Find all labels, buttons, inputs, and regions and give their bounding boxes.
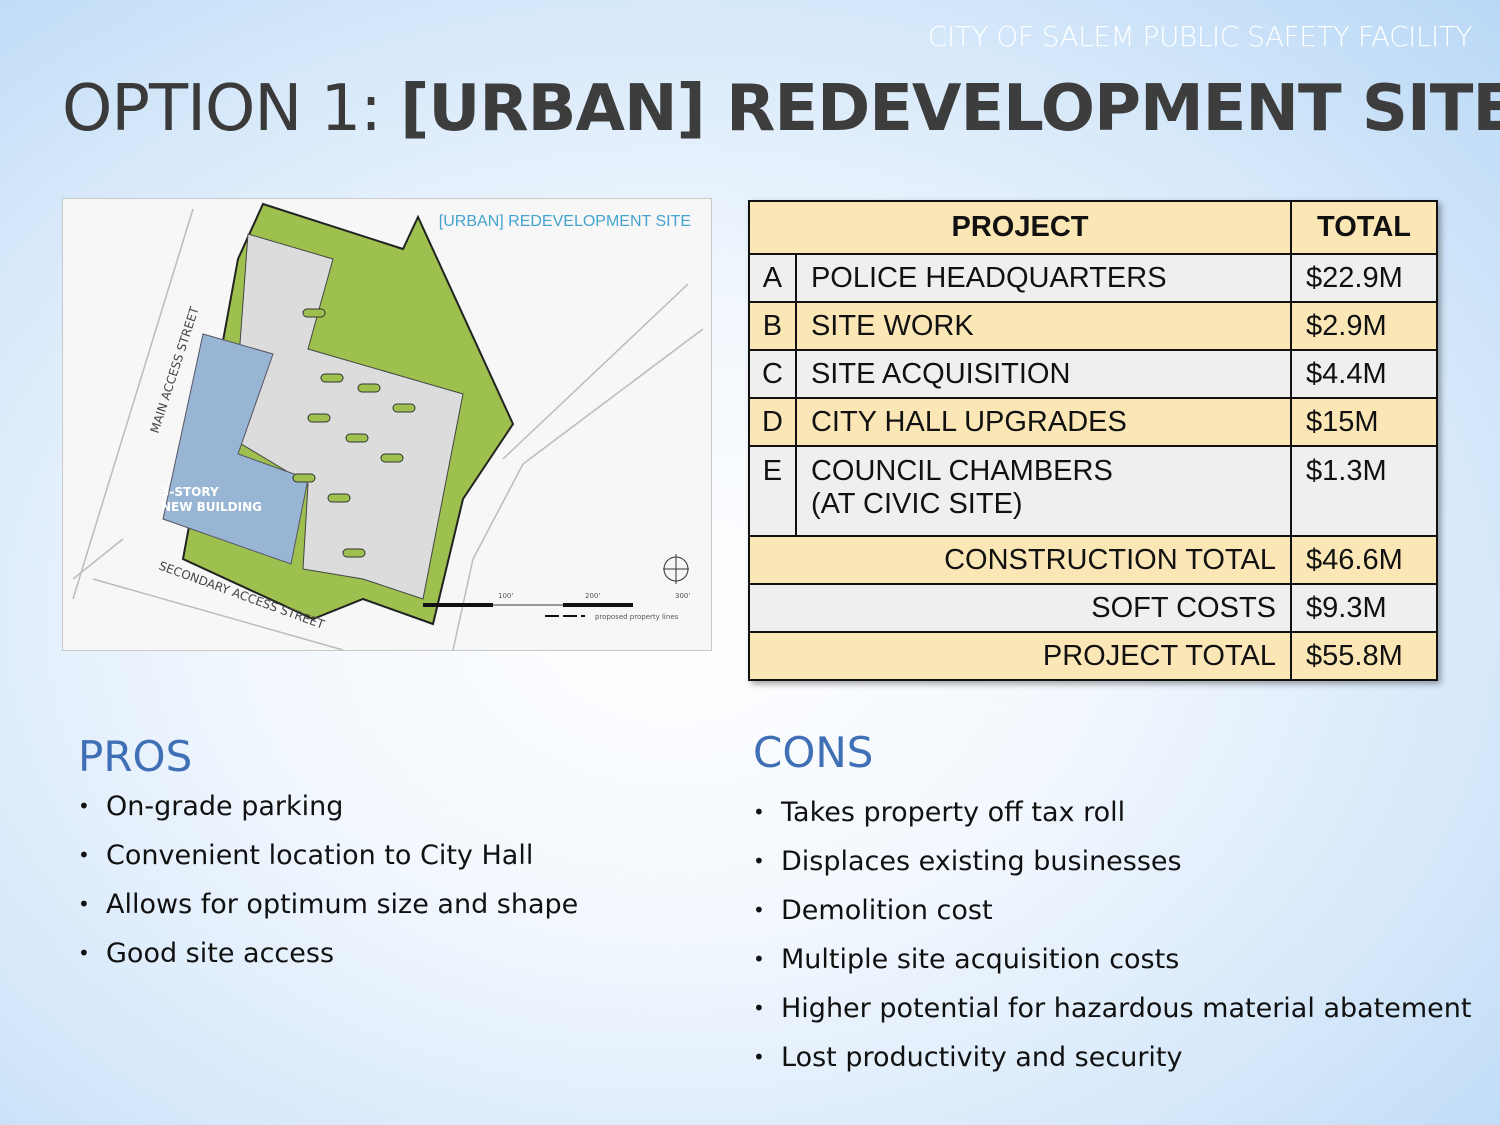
north-arrow-icon bbox=[663, 554, 689, 584]
cons-section: CONS Takes property off tax roll Displac… bbox=[753, 728, 1471, 1091]
scale-300: 300' bbox=[675, 592, 690, 600]
title-prefix: OPTION 1: bbox=[62, 72, 401, 146]
summary-row: SOFT COSTS $9.3M bbox=[748, 583, 1438, 633]
map-legend: proposed property lines bbox=[595, 613, 679, 621]
pros-heading: PROS bbox=[78, 732, 193, 781]
summary-total: $46.6M bbox=[1290, 535, 1438, 585]
pros-section: PROS On-grade parking Convenient locatio… bbox=[78, 732, 578, 987]
row-project: POLICE HEADQUARTERS bbox=[794, 253, 1293, 303]
title-main: [URBAN] REDEVELOPMENT SITE bbox=[400, 72, 1500, 146]
row-project: SITE WORK bbox=[794, 301, 1293, 351]
list-item: Displaces existing businesses bbox=[753, 846, 1471, 895]
table-row: A POLICE HEADQUARTERS $22.9M bbox=[748, 253, 1438, 303]
page-title: OPTION 1: [URBAN] REDEVELOPMENT SITE bbox=[62, 72, 1500, 146]
building-label-2: NEW BUILDING bbox=[161, 500, 262, 514]
table-row: C SITE ACQUISITION $4.4M bbox=[748, 349, 1438, 399]
row-letter: C bbox=[748, 349, 797, 399]
list-item: Higher potential for hazardous material … bbox=[753, 993, 1471, 1042]
table-row: B SITE WORK $2.9M bbox=[748, 301, 1438, 351]
row-total: $1.3M bbox=[1290, 445, 1438, 537]
parking-lot bbox=[232, 233, 464, 600]
cons-list: Takes property off tax roll Displaces ex… bbox=[753, 797, 1471, 1091]
list-item: Good site access bbox=[78, 938, 578, 987]
list-item: Takes property off tax roll bbox=[753, 797, 1471, 846]
summary-label: CONSTRUCTION TOTAL bbox=[748, 535, 1292, 585]
summary-total: $55.8M bbox=[1290, 631, 1438, 681]
row-total: $22.9M bbox=[1290, 253, 1438, 303]
scale-100: 100' bbox=[498, 592, 513, 600]
row-letter: B bbox=[748, 301, 797, 351]
building-label-1: 3-STORY bbox=[161, 485, 219, 499]
row-project: COUNCIL CHAMBERS (AT CIVIC SITE) bbox=[794, 445, 1293, 537]
list-item: Convenient location to City Hall bbox=[78, 840, 578, 889]
row-project: CITY HALL UPGRADES bbox=[794, 397, 1293, 447]
header-total: TOTAL bbox=[1290, 200, 1438, 255]
summary-row: CONSTRUCTION TOTAL $46.6M bbox=[748, 535, 1438, 585]
table-row: D CITY HALL UPGRADES $15M bbox=[748, 397, 1438, 447]
pros-list: On-grade parking Convenient location to … bbox=[78, 791, 578, 987]
list-item: Allows for optimum size and shape bbox=[78, 889, 578, 938]
summary-total: $9.3M bbox=[1290, 583, 1438, 633]
row-project: SITE ACQUISITION bbox=[794, 349, 1293, 399]
presentation-header: CITY OF SALEM PUBLIC SAFETY FACILITY bbox=[927, 20, 1473, 53]
row-letter: A bbox=[748, 253, 797, 303]
scale-200: 200' bbox=[585, 592, 600, 600]
cost-table: PROJECT TOTAL A POLICE HEADQUARTERS $22.9M … bbox=[748, 200, 1438, 681]
summary-label: PROJECT TOTAL bbox=[748, 631, 1292, 681]
list-item: Demolition cost bbox=[753, 895, 1471, 944]
table-row: E COUNCIL CHAMBERS (AT CIVIC SITE) $1.3M bbox=[748, 445, 1438, 537]
row-total: $15M bbox=[1290, 397, 1438, 447]
list-item: Multiple site acquisition costs bbox=[753, 944, 1471, 993]
row-total: $2.9M bbox=[1290, 301, 1438, 351]
row-project-line1: COUNCIL CHAMBERS bbox=[810, 455, 1113, 487]
site-plan-map: [URBAN] REDEVELOPMENT SITE MAIN ACCESS S… bbox=[62, 198, 712, 651]
row-total: $4.4M bbox=[1290, 349, 1438, 399]
row-letter: E bbox=[748, 445, 797, 537]
row-project-line2: (AT CIVIC SITE) bbox=[810, 488, 1023, 520]
header-project: PROJECT bbox=[748, 200, 1292, 255]
cons-heading: CONS bbox=[753, 728, 874, 777]
summary-label: SOFT COSTS bbox=[748, 583, 1292, 633]
map-title: [URBAN] REDEVELOPMENT SITE bbox=[439, 213, 691, 230]
list-item: On-grade parking bbox=[78, 791, 578, 840]
summary-row: PROJECT TOTAL $55.8M bbox=[748, 631, 1438, 681]
row-letter: D bbox=[748, 397, 797, 447]
list-item: Lost productivity and security bbox=[753, 1042, 1471, 1091]
